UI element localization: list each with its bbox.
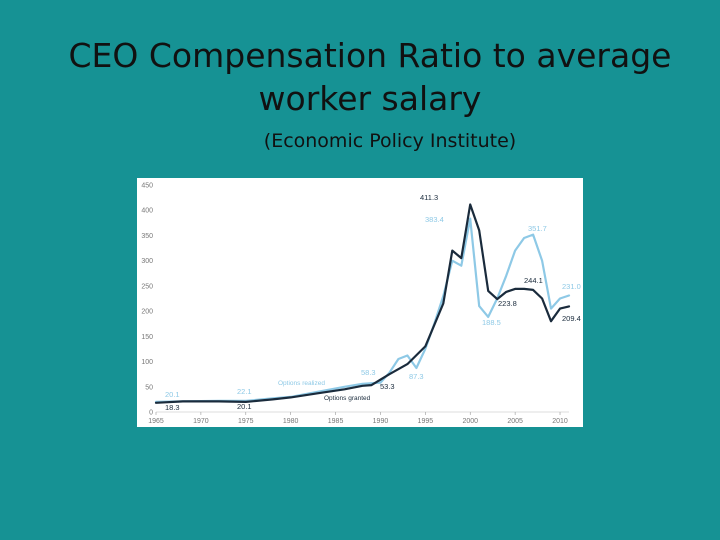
ceo-ratio-line-chart: 0 50 100 150 200 250 300 350 400 450 1965 1970 1975 1… (141, 183, 581, 426)
y-tick-label: 350 (141, 233, 153, 240)
data-label: 22.1 (237, 387, 252, 396)
data-label: 20.1 (237, 402, 252, 411)
slide-subtitle: (Economic Policy Institute) (263, 130, 517, 152)
x-tick-label: 1980 (283, 418, 299, 425)
data-label: 20.1 (165, 390, 180, 399)
x-tick-label: 1985 (328, 418, 344, 425)
y-tick-label: 100 (141, 359, 153, 366)
data-label: 351.7 (528, 224, 547, 233)
y-tick-label: 450 (141, 183, 153, 190)
data-label: 53.3 (380, 382, 395, 391)
series-label: Options realized (278, 380, 325, 387)
x-tick-label: 1975 (238, 418, 254, 425)
series-label: Options granted (324, 395, 371, 402)
y-tick-label: 150 (141, 334, 153, 341)
y-tick-label: 400 (141, 208, 153, 215)
y-tick-label: 0 (149, 410, 153, 417)
data-label: 223.8 (498, 299, 517, 308)
x-tick-label: 2000 (462, 418, 478, 425)
chart-panel: 0 50 100 150 200 250 300 350 400 450 1965 1970 1975 1… (137, 178, 583, 427)
x-tick-label: 1965 (148, 418, 164, 425)
data-label: 244.1 (524, 276, 543, 285)
data-label: 383.4 (425, 215, 444, 224)
y-tick-label: 250 (141, 283, 153, 290)
series-line-options-granted (154, 203, 571, 404)
y-tick-label: 200 (141, 309, 153, 316)
y-tick-label: 300 (141, 258, 153, 265)
x-tick-label: 2005 (507, 418, 523, 425)
x-tick-label: 1995 (418, 418, 434, 425)
x-tick-label: 1990 (373, 418, 389, 425)
x-tick-label: 2010 (552, 418, 568, 425)
data-label: 87.3 (409, 372, 424, 381)
data-label: 18.3 (165, 403, 180, 412)
y-tick-label: 50 (145, 384, 153, 391)
data-label: 411.3 (420, 193, 438, 202)
slide-title: CEO Compensation Ratio to average worker… (68, 36, 672, 118)
data-label: 231.0 (562, 282, 581, 291)
data-label: 209.4 (562, 314, 581, 323)
data-label: 58.3 (361, 368, 376, 377)
x-tick-label: 1970 (193, 418, 209, 425)
data-label: 188.5 (482, 318, 501, 327)
